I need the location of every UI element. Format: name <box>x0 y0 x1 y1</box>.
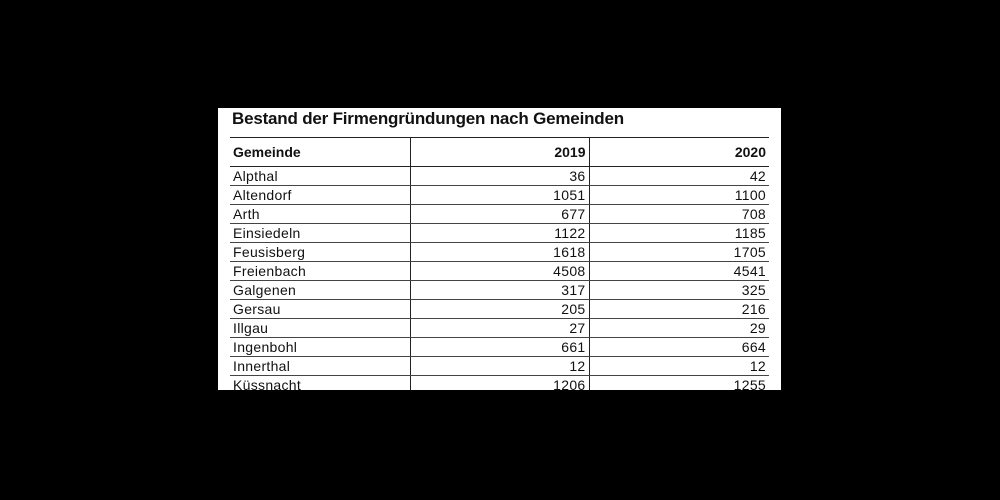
cell-2020: 1705 <box>588 242 769 262</box>
table-row: Gersau 205 216 <box>230 299 769 319</box>
cell-2019: 205 <box>409 299 589 319</box>
cell-2020: 325 <box>588 280 769 300</box>
cell-2020: 12 <box>588 356 769 376</box>
table-row: Galgenen 317 325 <box>230 280 769 300</box>
cell-2019: 677 <box>409 204 589 224</box>
column-header-2019: 2019 <box>409 137 589 167</box>
header-row: Gemeinde 2019 2020 <box>230 137 769 167</box>
cell-gemeinde: Alpthal <box>230 166 410 186</box>
cell-gemeinde: Galgenen <box>230 280 410 300</box>
cell-gemeinde: Altendorf <box>230 185 410 205</box>
table-card: Bestand der Firmengründungen nach Gemein… <box>218 108 781 390</box>
cell-2020: 42 <box>588 166 769 186</box>
table-row: Ingenbohl 661 664 <box>230 337 769 357</box>
cell-2019: 27 <box>409 318 589 338</box>
cell-gemeinde: Küssnacht <box>230 375 410 390</box>
table-row: Feusisberg 1618 1705 <box>230 242 769 262</box>
data-table: Gemeinde 2019 2020 Alpthal 36 42 Altendo… <box>230 137 769 390</box>
cell-2020: 708 <box>588 204 769 224</box>
cell-2019: 661 <box>409 337 589 357</box>
table-title: Bestand der Firmengründungen nach Gemein… <box>232 109 624 128</box>
cell-gemeinde: Einsiedeln <box>230 223 410 243</box>
table-row: Alpthal 36 42 <box>230 166 769 186</box>
cell-2019: 4508 <box>409 261 589 281</box>
cell-2019: 1051 <box>409 185 589 205</box>
cell-gemeinde: Illgau <box>230 318 410 338</box>
cell-2020: 1185 <box>588 223 769 243</box>
column-header-gemeinde: Gemeinde <box>230 137 410 167</box>
cell-2020: 1255 <box>588 375 769 390</box>
cell-2019: 12 <box>409 356 589 376</box>
cell-2020: 1100 <box>588 185 769 205</box>
table-row: Einsiedeln 1122 1185 <box>230 223 769 243</box>
cell-2019: 1618 <box>409 242 589 262</box>
cell-2019: 36 <box>409 166 589 186</box>
table-row: Altendorf 1051 1100 <box>230 185 769 205</box>
cell-gemeinde: Gersau <box>230 299 410 319</box>
column-header-2020: 2020 <box>588 137 769 167</box>
cell-2019: 1122 <box>409 223 589 243</box>
table-row: Freienbach 4508 4541 <box>230 261 769 281</box>
cell-gemeinde: Feusisberg <box>230 242 410 262</box>
cell-2020: 664 <box>588 337 769 357</box>
cell-gemeinde: Ingenbohl <box>230 337 410 357</box>
cell-gemeinde: Freienbach <box>230 261 410 281</box>
cell-gemeinde: Arth <box>230 204 410 224</box>
cell-2020: 29 <box>588 318 769 338</box>
cell-2019: 1206 <box>409 375 589 390</box>
cell-2019: 317 <box>409 280 589 300</box>
table-row: Küssnacht 1206 1255 <box>230 375 769 390</box>
cell-gemeinde: Innerthal <box>230 356 410 376</box>
table-row: Illgau 27 29 <box>230 318 769 338</box>
cell-2020: 216 <box>588 299 769 319</box>
table-row: Arth 677 708 <box>230 204 769 224</box>
cell-2020: 4541 <box>588 261 769 281</box>
table-row: Innerthal 12 12 <box>230 356 769 376</box>
